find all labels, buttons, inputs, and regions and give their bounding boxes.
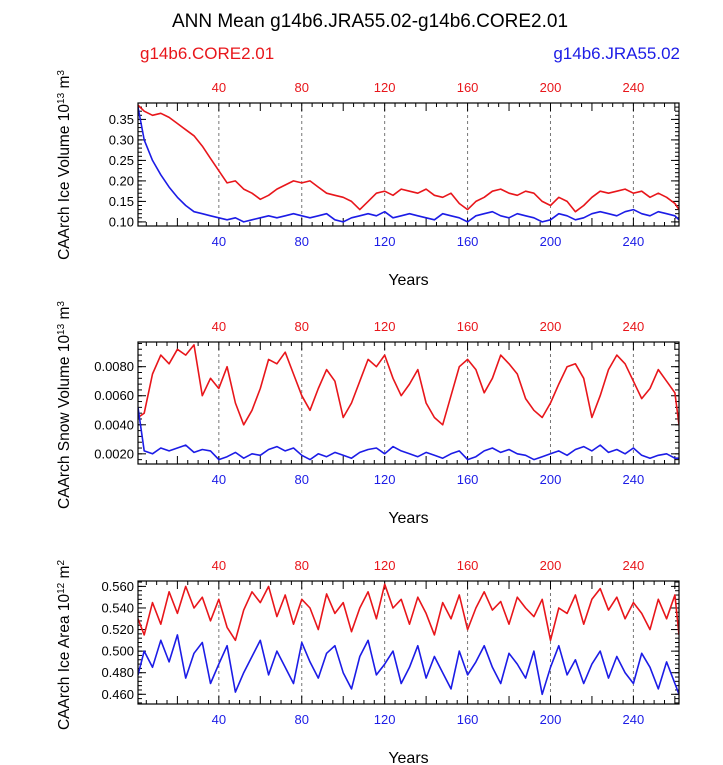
- y-tick-label: 0.0060: [94, 388, 134, 403]
- y-tick-label: 0.30: [109, 132, 134, 147]
- panel-1: 0.10 0.15 0.20 0.25 0.30 0.35 40 40 80 80 120 120 16…: [56, 70, 680, 289]
- x-tick-label-top: 240: [623, 80, 645, 95]
- y-axis-label-part: m: [56, 76, 73, 93]
- x-tick-label-bottom: 80: [295, 472, 309, 487]
- panel-3: 0.460 0.480 0.500 0.520 0.540 0.560 40 40 80 80 12…: [56, 558, 680, 765]
- y-axis-label-exponent: 13: [56, 92, 67, 104]
- x-tick-label-bottom: 160: [457, 234, 479, 249]
- y-tick-label: 0.560: [101, 579, 134, 594]
- y-tick-label: 0.25: [109, 153, 134, 168]
- y-axis-label-exponent: 2: [56, 560, 67, 566]
- x-tick-label-bottom: 40: [212, 472, 226, 487]
- series-line-blue: [138, 106, 679, 223]
- x-tick-label-bottom: 240: [623, 472, 645, 487]
- x-tick-label-top: 200: [540, 558, 562, 573]
- series-line-red: [138, 344, 679, 426]
- y-tick-label: 0.0080: [94, 359, 134, 374]
- x-tick-label-top: 120: [374, 319, 396, 334]
- panel-2: 0.0020 0.0040 0.0060 0.0080 40 40 80 80 120 120 16…: [56, 301, 680, 527]
- x-tick-label-top: 240: [623, 558, 645, 573]
- y-tick-label: 0.460: [101, 687, 134, 702]
- y-tick-label: 0.10: [109, 214, 134, 229]
- x-tick-label-bottom: 160: [457, 712, 479, 727]
- series-line-blue: [138, 634, 679, 696]
- x-tick-label-bottom: 200: [540, 234, 562, 249]
- x-tick-label-top: 80: [295, 80, 309, 95]
- x-tick-label-top: 40: [212, 319, 226, 334]
- y-axis-label-part: m: [56, 566, 73, 583]
- y-tick-label: 0.540: [101, 600, 134, 615]
- y-tick-label: 0.480: [101, 665, 134, 680]
- x-tick-label-top: 240: [623, 319, 645, 334]
- x-tick-label-bottom: 120: [374, 712, 396, 727]
- x-tick-label-top: 200: [540, 80, 562, 95]
- x-tick-label-top: 160: [457, 319, 479, 334]
- x-tick-label-top: 200: [540, 319, 562, 334]
- series-line-red: [138, 104, 679, 213]
- x-tick-label-top: 40: [212, 558, 226, 573]
- y-tick-label: 0.0020: [94, 446, 134, 461]
- y-axis-label: CAArch Ice Area 1012 m2: [56, 560, 74, 730]
- x-axis-label: Years: [388, 510, 428, 527]
- x-tick-label-bottom: 40: [212, 234, 226, 249]
- chart-title: ANN Mean g14b6.JRA55.02-g14b6.CORE2.01: [172, 11, 568, 32]
- y-axis-label-exponent: 3: [56, 70, 67, 76]
- x-axis-label: Years: [388, 750, 428, 765]
- series-line-red: [138, 583, 679, 642]
- x-tick-label-bottom: 200: [540, 712, 562, 727]
- x-tick-label-top: 160: [457, 80, 479, 95]
- x-tick-label-top: 80: [295, 558, 309, 573]
- x-tick-label-bottom: 160: [457, 472, 479, 487]
- y-tick-label: 0.35: [109, 112, 134, 127]
- x-tick-label-bottom: 200: [540, 472, 562, 487]
- y-axis-label-exponent: 13: [56, 323, 67, 335]
- x-tick-label-bottom: 80: [295, 712, 309, 727]
- x-tick-label-top: 120: [374, 80, 396, 95]
- x-tick-label-bottom: 40: [212, 712, 226, 727]
- plot-frame: [137, 102, 680, 227]
- legend-left: g14b6.CORE2.01: [140, 44, 274, 63]
- x-tick-label-bottom: 120: [374, 472, 396, 487]
- y-tick-label: 0.20: [109, 173, 134, 188]
- y-tick-label: 0.520: [101, 622, 134, 637]
- x-tick-label-top: 120: [374, 558, 396, 573]
- x-axis-label: Years: [388, 272, 428, 289]
- y-tick-label: 0.500: [101, 644, 134, 659]
- x-tick-label-top: 40: [212, 80, 226, 95]
- series-line-blue: [138, 407, 679, 461]
- y-axis-label-part: m: [56, 307, 73, 324]
- y-axis-label: CAArch Snow Volume 1013 m3: [56, 301, 74, 509]
- x-tick-label-bottom: 80: [295, 234, 309, 249]
- plot-frame: [137, 341, 680, 465]
- y-axis-label-exponent: 3: [56, 301, 67, 307]
- y-tick-label: 0.0040: [94, 417, 134, 432]
- y-axis-label-part: CAArch Ice Volume 10: [56, 104, 73, 260]
- x-tick-label-bottom: 240: [623, 712, 645, 727]
- x-tick-label-top: 160: [457, 558, 479, 573]
- y-axis-label-part: CAArch Ice Area 10: [56, 594, 73, 731]
- y-axis-label-part: CAArch Snow Volume 10: [56, 335, 73, 509]
- y-axis-label-exponent: 12: [56, 582, 67, 594]
- y-axis-label: CAArch Ice Volume 1013 m3: [56, 70, 74, 260]
- plot-frame: [137, 580, 680, 705]
- x-tick-label-top: 80: [295, 319, 309, 334]
- x-tick-label-bottom: 240: [623, 234, 645, 249]
- y-tick-label: 0.15: [109, 194, 134, 209]
- legend-right: g14b6.JRA55.02: [553, 44, 680, 63]
- x-tick-label-bottom: 120: [374, 234, 396, 249]
